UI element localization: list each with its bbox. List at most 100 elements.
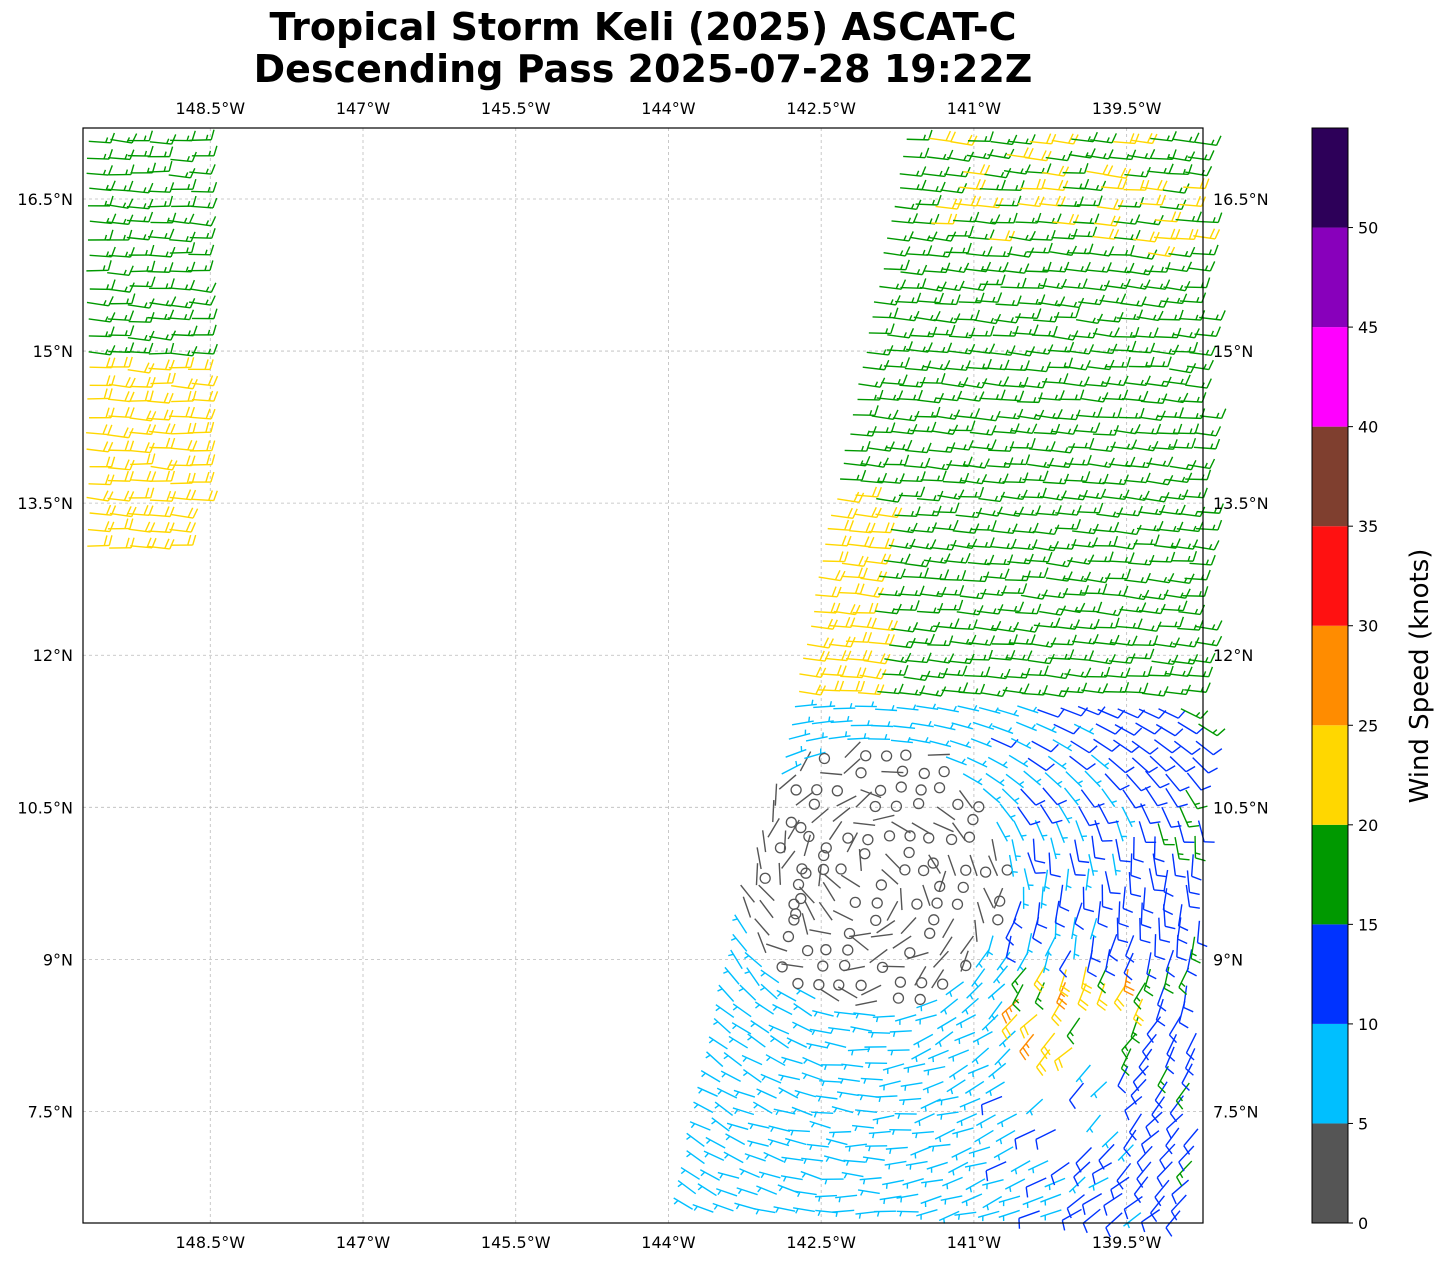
wind-barb xyxy=(860,789,882,799)
wind-barb xyxy=(788,914,800,926)
wind-barb xyxy=(148,342,175,355)
wind-barb xyxy=(756,1088,777,1099)
wind-barb xyxy=(1185,884,1200,909)
wind-barb xyxy=(937,599,964,611)
wind-barb xyxy=(968,325,995,337)
wind-barb xyxy=(1126,773,1151,792)
wind-barb xyxy=(1128,872,1142,898)
lon-tick-top: 145.5°W xyxy=(481,99,551,118)
wind-barb xyxy=(900,264,928,276)
wind-barb xyxy=(778,1086,799,1099)
wind-barb xyxy=(868,1031,891,1038)
wind-barb xyxy=(1146,456,1174,467)
wind-barb xyxy=(855,1000,878,1007)
wind-barb xyxy=(1193,228,1221,240)
wind-barb xyxy=(742,1068,762,1083)
calm-point xyxy=(820,842,832,854)
wind-barb xyxy=(914,966,927,986)
wind-barb xyxy=(128,390,154,402)
wind-barb xyxy=(150,372,176,385)
wind-barb xyxy=(1040,1193,1062,1206)
wind-barb xyxy=(1162,183,1190,194)
wind-barb xyxy=(888,538,916,550)
wind-barb xyxy=(170,472,196,485)
wind-barb xyxy=(1157,407,1184,419)
wind-barb xyxy=(967,131,994,143)
wind-barb xyxy=(806,1143,829,1151)
wind-barb xyxy=(879,568,906,580)
wind-barb xyxy=(948,1161,969,1176)
wind-barb xyxy=(818,864,823,887)
wind-barb xyxy=(1163,588,1191,599)
wind-barb xyxy=(1034,820,1048,841)
wind-barb xyxy=(786,1037,808,1048)
wind-barb xyxy=(733,1089,756,1098)
wind-barb xyxy=(1183,178,1210,190)
wind-barb xyxy=(1121,806,1136,828)
wind-barb xyxy=(781,1156,804,1164)
wind-barb xyxy=(831,785,843,797)
wind-barb xyxy=(873,1210,896,1217)
wind-barb xyxy=(952,798,964,811)
wind-barb xyxy=(1096,605,1124,617)
wind-barb xyxy=(1031,540,1059,552)
wind-barb xyxy=(1004,454,1031,466)
map-frame xyxy=(82,127,1204,1224)
lon-tick-top: 144°W xyxy=(641,99,696,118)
wind-barb xyxy=(801,1072,823,1081)
wind-barb xyxy=(957,704,980,712)
wind-barb xyxy=(1153,739,1181,754)
wind-barb xyxy=(1136,1161,1152,1188)
lat-tick-right: 16.5°N xyxy=(1213,190,1269,209)
wind-barb xyxy=(88,312,116,323)
wind-barb xyxy=(947,854,957,876)
wind-barb xyxy=(843,758,861,775)
wind-barb xyxy=(1011,839,1021,862)
wind-barb xyxy=(940,570,967,581)
wind-barb xyxy=(945,981,965,997)
wind-barb xyxy=(1022,1195,1044,1209)
wind-barb xyxy=(1168,246,1196,258)
wind-barb xyxy=(778,1074,801,1081)
wind-barb xyxy=(958,790,974,809)
wind-barb xyxy=(1081,1193,1103,1215)
wind-barb xyxy=(744,967,760,987)
wind-barb xyxy=(1139,194,1167,206)
wind-barb xyxy=(844,440,871,452)
wind-barb xyxy=(1013,820,1027,841)
wind-barb xyxy=(1025,1098,1044,1116)
wind-barb xyxy=(910,421,937,433)
wind-barb xyxy=(882,665,909,676)
wind-barb xyxy=(191,490,218,502)
wind-barb xyxy=(960,950,969,972)
wind-barb xyxy=(929,231,957,242)
wind-barb xyxy=(1192,757,1218,774)
wind-barb xyxy=(1104,949,1116,977)
wind-barb xyxy=(870,914,882,927)
wind-barb xyxy=(849,932,872,938)
wind-barb xyxy=(88,132,116,144)
wind-barb xyxy=(961,280,989,292)
wind-barb xyxy=(1047,755,1067,770)
wind-barb xyxy=(787,819,800,840)
wind-barb xyxy=(950,134,978,146)
wind-barb xyxy=(919,373,946,384)
wind-barb xyxy=(1110,1176,1130,1200)
wind-barb xyxy=(890,736,913,744)
wind-barb xyxy=(167,309,195,321)
wind-barb xyxy=(865,1062,888,1069)
wind-barb xyxy=(1140,393,1168,405)
wind-barb xyxy=(1079,180,1107,192)
wind-barb xyxy=(1087,359,1115,371)
wind-barb xyxy=(188,359,214,371)
wind-barb xyxy=(912,797,925,810)
wind-barb xyxy=(1039,195,1066,207)
wind-barb xyxy=(911,1130,934,1139)
wind-barb xyxy=(1113,739,1141,754)
wind-barb xyxy=(1165,1113,1184,1139)
wind-barb xyxy=(1076,601,1103,613)
wind-barb xyxy=(759,983,778,1000)
wind-barb xyxy=(992,965,1009,984)
wind-barb xyxy=(1102,389,1129,401)
wind-barb xyxy=(883,830,896,842)
